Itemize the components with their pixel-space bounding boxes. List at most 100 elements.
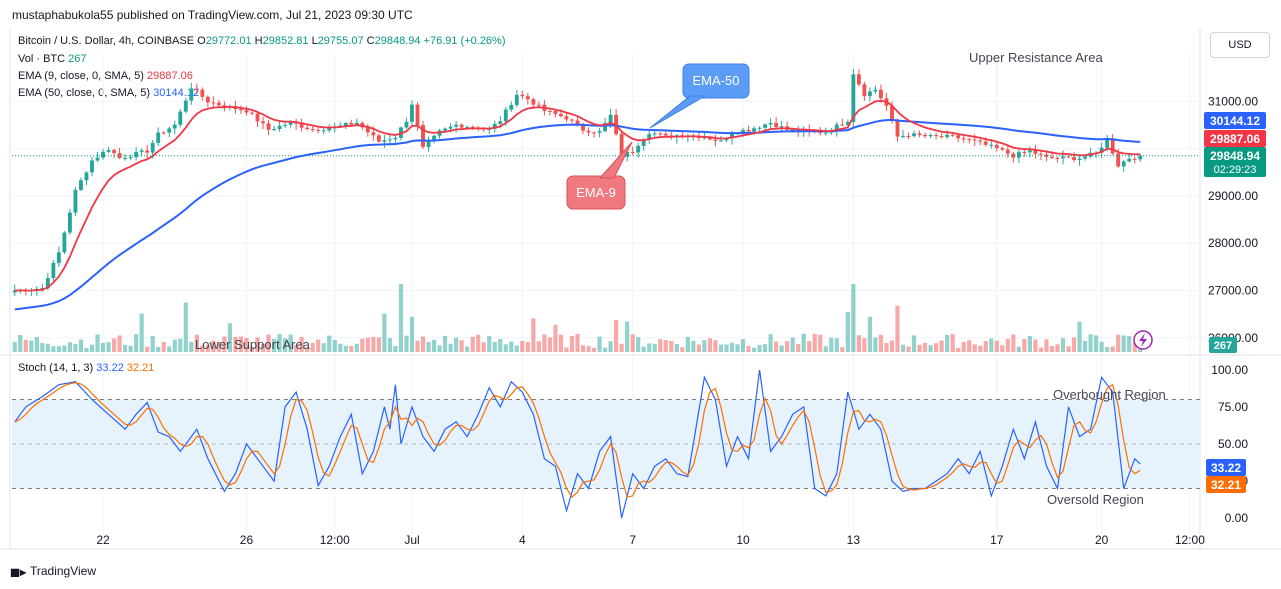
volume-bar — [608, 341, 613, 352]
volume-bar — [476, 334, 481, 352]
time-tick-label: 7 — [629, 533, 636, 547]
candle — [23, 287, 28, 296]
candle — [261, 116, 265, 130]
volume-bar — [398, 284, 404, 352]
currency-button[interactable]: USD — [1210, 32, 1270, 58]
volume-bar — [1116, 334, 1121, 352]
candle — [1121, 159, 1126, 172]
volume-bar — [426, 341, 431, 352]
volume-bar — [928, 345, 933, 352]
candle-body — [1011, 153, 1016, 158]
candle-body — [454, 124, 459, 127]
ohlc-low-label: L — [311, 35, 318, 47]
candle-body — [150, 142, 155, 153]
tradingview-brand[interactable]: ◼▸ TradingView — [10, 564, 96, 579]
candle-body — [161, 132, 166, 134]
candle-body — [879, 89, 883, 99]
volume-bar — [376, 337, 381, 352]
volume-bar — [575, 333, 580, 352]
volume-bar — [636, 337, 641, 352]
price-tick-label: 29000.00 — [1208, 189, 1258, 203]
volume-bar — [216, 342, 221, 352]
volume-bar — [564, 347, 569, 352]
volume-bar — [845, 312, 850, 352]
candle — [1127, 154, 1132, 163]
candle-body — [261, 121, 265, 124]
volume-bars — [12, 284, 1143, 352]
volume-bar — [211, 340, 216, 352]
volume-bar — [117, 335, 122, 352]
volume-bar — [1094, 335, 1099, 352]
candle — [680, 131, 685, 139]
candle-body — [536, 104, 541, 106]
volume-bar — [454, 337, 459, 352]
candle-body — [266, 123, 271, 130]
volume-bar — [718, 344, 724, 352]
volume-bar — [393, 346, 398, 352]
candle-body — [465, 126, 470, 128]
volume-bar — [128, 345, 133, 352]
volume-bar — [889, 340, 895, 352]
volume-bar — [685, 336, 690, 352]
candle-body — [752, 128, 756, 132]
volume-bar — [1060, 338, 1066, 352]
candle-body — [763, 124, 768, 128]
candle-body — [553, 110, 558, 114]
candle — [437, 128, 442, 139]
ema-slow-legend[interactable]: EMA (50, close, 0, SMA, 5) 30144.12 — [18, 87, 199, 99]
volume-bar — [536, 341, 541, 352]
candle — [62, 231, 67, 255]
volume-bar — [625, 321, 630, 352]
stoch-legend[interactable]: Stoch (14, 1, 3) 33.22 32.21 — [18, 362, 154, 374]
lightning-icon[interactable] — [1133, 330, 1153, 350]
volume-bar — [360, 338, 365, 352]
badge-countdown-text: 02:29:23 — [1214, 164, 1257, 176]
candle — [145, 144, 150, 159]
candle — [95, 151, 100, 162]
candle-body — [250, 112, 254, 114]
candle — [961, 135, 966, 143]
candle-body — [636, 145, 641, 153]
candle — [349, 119, 354, 126]
candle-body — [244, 110, 249, 113]
volume-bar — [884, 342, 889, 352]
volume-bar — [950, 334, 955, 352]
volume-bar — [580, 345, 586, 352]
candle-body — [1072, 157, 1076, 160]
candle-body — [1022, 152, 1027, 154]
candle-body — [945, 134, 950, 137]
candle-body — [823, 132, 828, 134]
ema9-callout: EMA-9 — [566, 141, 633, 210]
volume-bar — [707, 338, 713, 352]
candle — [316, 126, 321, 134]
symbol-name[interactable]: Bitcoin / U.S. Dollar, 4h, COINBASE — [18, 35, 195, 47]
ema-fast-legend[interactable]: EMA (9, close, 0, SMA, 5) 29887.06 — [18, 70, 193, 82]
candle — [255, 110, 260, 128]
volume-bar — [591, 347, 597, 352]
candle-body — [123, 158, 128, 160]
candle-body — [167, 128, 172, 133]
tradingview-brand-text: TradingView — [29, 564, 97, 578]
candle — [1033, 144, 1038, 159]
volume-legend[interactable]: Vol · BTC 267 — [18, 53, 87, 65]
volume-bar — [503, 344, 508, 352]
candle-body — [895, 119, 900, 137]
candle-body — [200, 89, 205, 97]
volume-bar — [785, 341, 790, 352]
candle-body — [1077, 158, 1082, 160]
candle-body — [1066, 156, 1071, 158]
time-tick-label: 17 — [990, 533, 1004, 547]
candle-body — [371, 132, 376, 136]
ema-fast-line — [14, 99, 1141, 292]
candle-body — [901, 135, 905, 137]
volume-bar — [227, 323, 233, 352]
ohlc-open-label: O — [197, 35, 206, 47]
volume-bar — [1055, 344, 1060, 352]
candle — [90, 157, 94, 177]
candle — [592, 131, 596, 138]
candle-body — [1039, 153, 1043, 155]
volume-bar — [867, 316, 873, 352]
candle — [194, 83, 199, 95]
volume-bar — [106, 342, 111, 352]
